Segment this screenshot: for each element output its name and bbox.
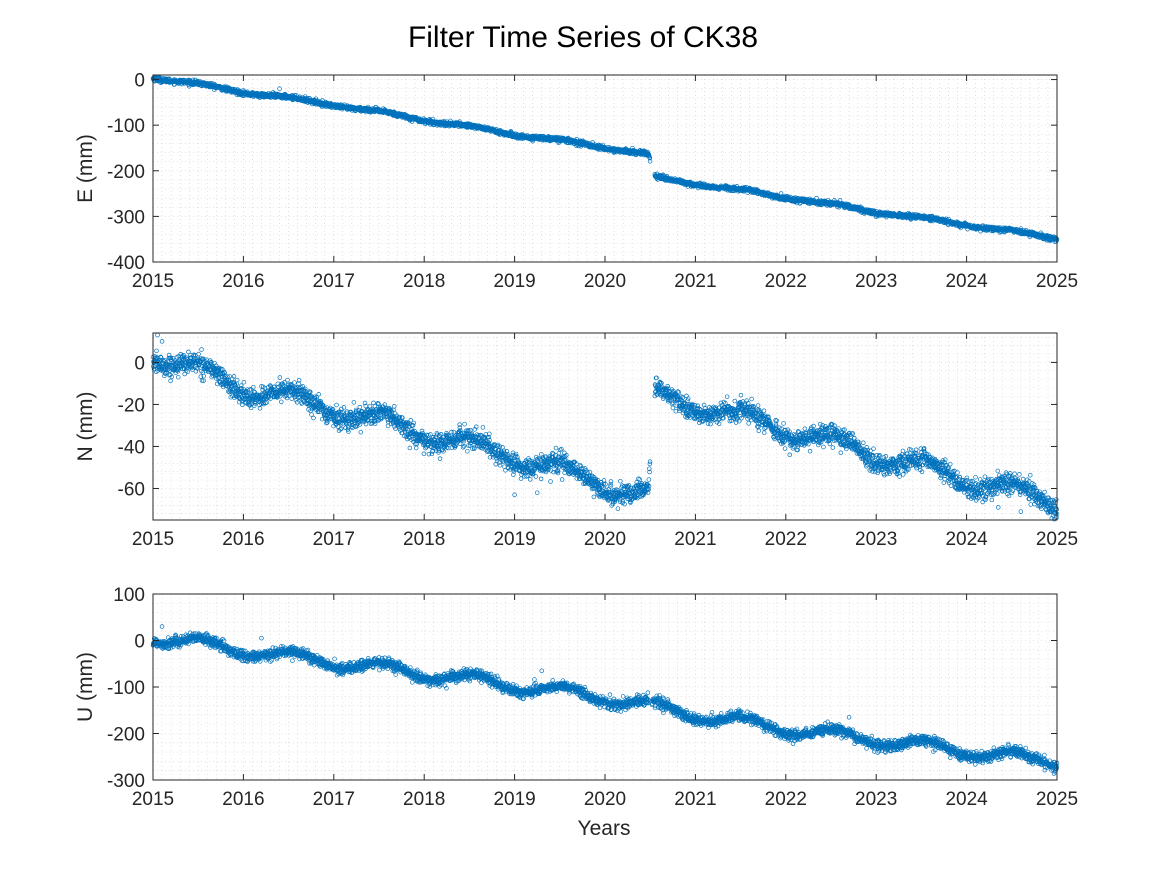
data-series-E (150, 75, 1060, 244)
x-tick-label: 2016 (222, 271, 264, 292)
x-tick-label: 2022 (765, 271, 807, 292)
subplot-N: 2015 2016 2017 2018 2019 2020 2021 2022 2023 2024… (74, 332, 1078, 550)
y-tick-label: -200 (107, 162, 145, 183)
x-tick-label: 2019 (493, 271, 535, 292)
y-axis-label: E (mm) (74, 134, 97, 203)
x-tick-label: 2020 (584, 271, 626, 292)
subplot-panels: 2015 2016 2017 2018 2019 2020 2021 2022 2023 2024… (74, 71, 1078, 810)
x-tick-label: 2025 (1036, 271, 1078, 292)
y-tick-label: -400 (107, 253, 145, 274)
subplot-E: 2015 2016 2017 2018 2019 2020 2021 2022 2023 2024… (74, 71, 1078, 292)
y-tick-label: -300 (107, 207, 145, 228)
x-tick-label: 2021 (674, 271, 716, 292)
y-tick-label: -100 (107, 116, 145, 137)
x-tick-label: 2024 (945, 271, 988, 292)
axes-background (153, 75, 1057, 262)
x-tick-label: 2023 (855, 271, 897, 292)
x-tick-label: 2015 (132, 271, 174, 292)
y-tick-label: 0 (134, 71, 145, 92)
x-tick-label: 2018 (403, 271, 445, 292)
figure-title: Filter Time Series of CK38 (408, 21, 758, 54)
x-tick-label: 2017 (313, 271, 355, 292)
